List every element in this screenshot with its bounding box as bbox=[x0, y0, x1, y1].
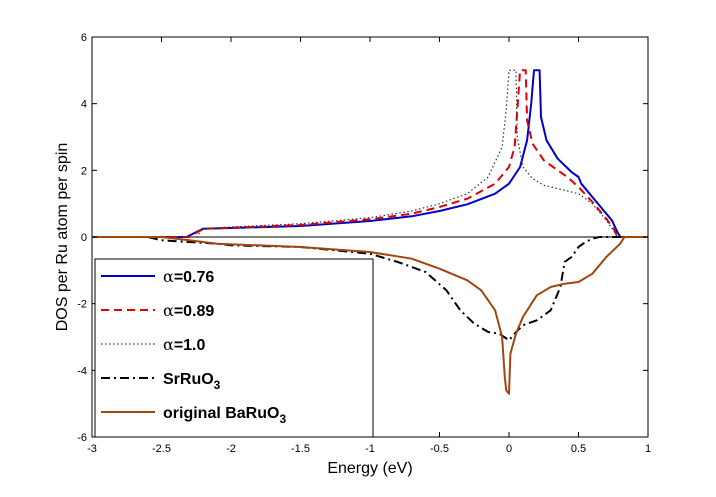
series-line-3 bbox=[92, 69, 648, 238]
x-tick-label: -1.5 bbox=[291, 443, 310, 455]
legend-entry-label: original BaRuO3 bbox=[163, 405, 286, 426]
y-tick-label: 4 bbox=[81, 99, 87, 111]
y-tick-label: -2 bbox=[77, 299, 87, 311]
x-axis-title: Energy (eV) bbox=[327, 460, 412, 477]
x-tick-label: -2.5 bbox=[152, 443, 171, 455]
x-tick-label: -0.5 bbox=[430, 443, 449, 455]
y-tick-label: -6 bbox=[77, 432, 87, 444]
y-tick-label: 6 bbox=[81, 32, 87, 44]
x-tick-label: 0.5 bbox=[571, 443, 586, 455]
legend-entry-label: SrRuO3 bbox=[163, 371, 221, 392]
series-line-2 bbox=[92, 69, 648, 238]
y-tick-label: 0 bbox=[81, 232, 87, 244]
x-tick-label: -2 bbox=[226, 443, 236, 455]
legend-entry-label: α=0.89 bbox=[163, 301, 214, 320]
legend-box bbox=[94, 258, 374, 438]
series-line-4 bbox=[92, 236, 648, 342]
x-tick-label: -1 bbox=[365, 443, 375, 455]
legend-entry-label: α=1.0 bbox=[163, 335, 206, 354]
series-line-5 bbox=[92, 236, 648, 395]
series-line-1 bbox=[92, 69, 648, 238]
x-tick-label: -3 bbox=[87, 443, 97, 455]
legend-entry-label: α=0.76 bbox=[163, 267, 214, 286]
x-tick-label: 0 bbox=[506, 443, 512, 455]
y-axis-title: DOS per Ru atom per spin bbox=[54, 143, 71, 332]
y-tick-label: -4 bbox=[77, 365, 87, 377]
y-tick-label: 2 bbox=[81, 165, 87, 177]
x-tick-label: 1 bbox=[645, 443, 651, 455]
